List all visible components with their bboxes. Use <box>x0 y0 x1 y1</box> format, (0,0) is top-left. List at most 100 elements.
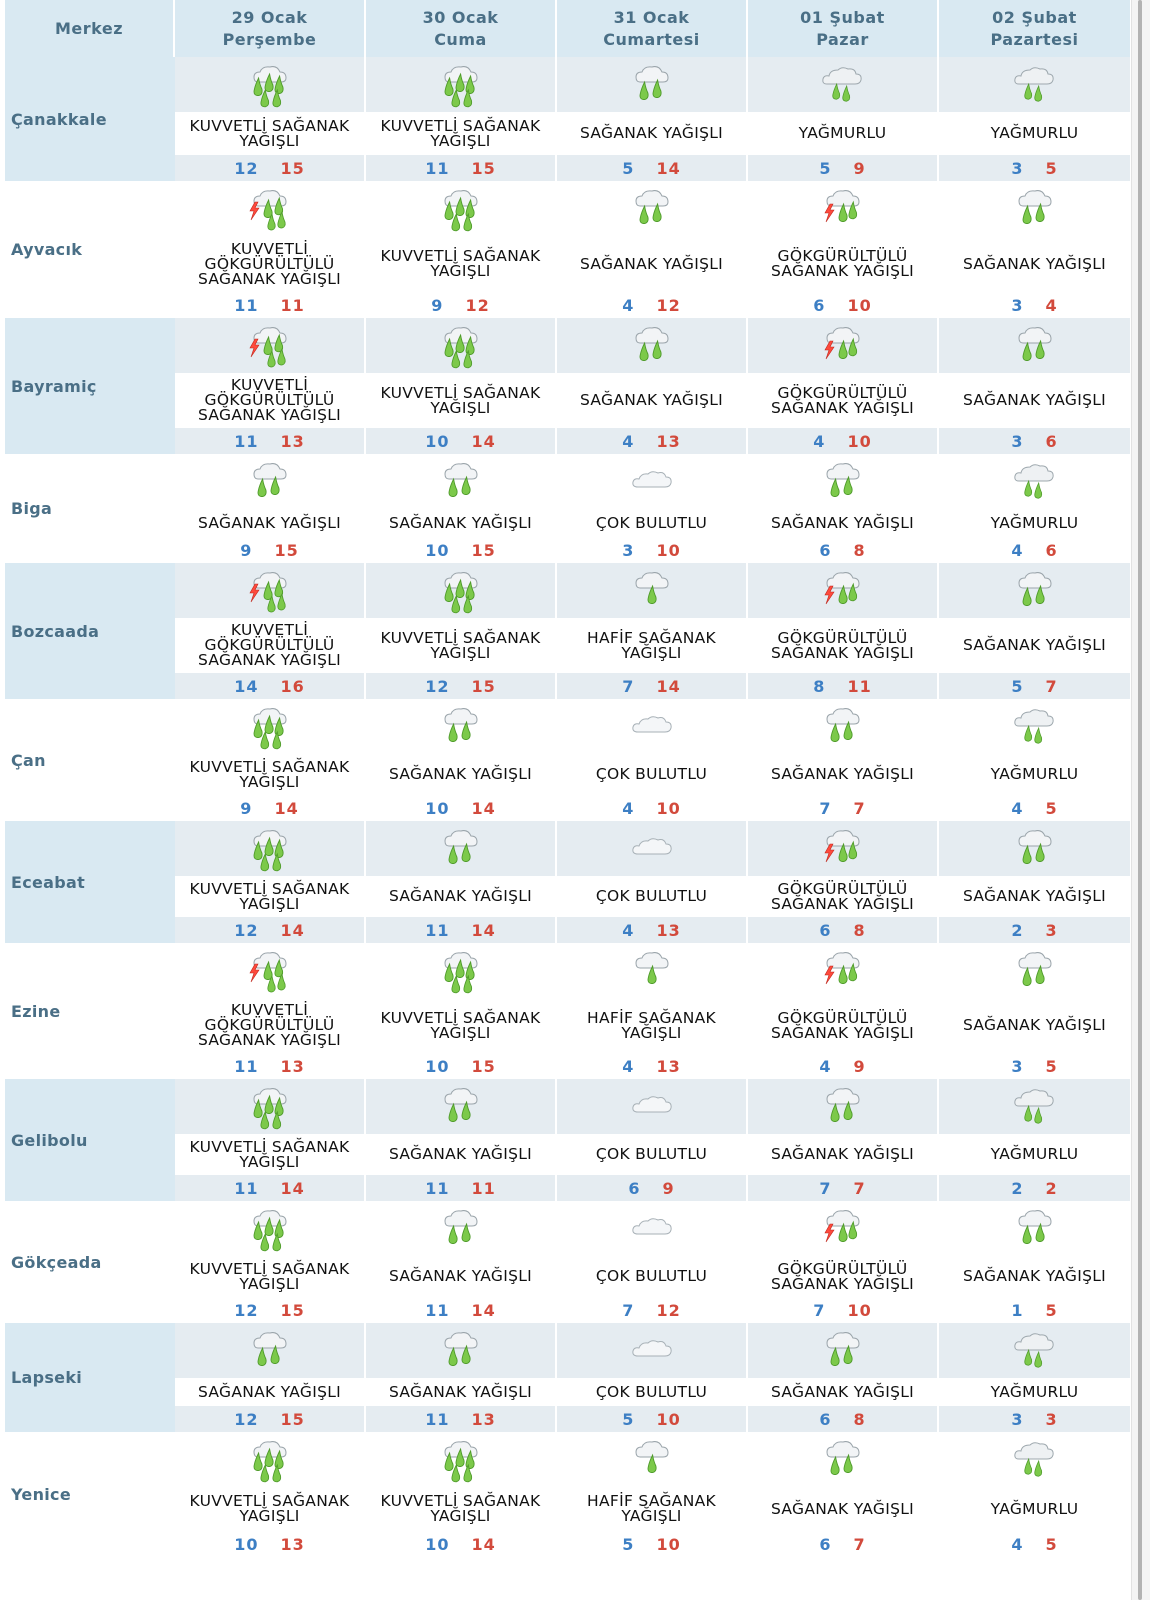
forecast-cell: SAĞANAK YAĞIŞLI 6 8 <box>748 454 939 563</box>
weather-description: ÇOK BULUTLU <box>595 1267 708 1285</box>
forecast-cell: SAĞANAK YAĞIŞLI 3 6 <box>939 318 1130 454</box>
city-name: Çan <box>11 750 46 770</box>
city-row: Bayramiç KUVVETLİ GÖKGÜRÜLTÜLÜ SAĞANAK YA… <box>5 318 1131 454</box>
city-name: Çanakkale <box>5 57 175 181</box>
weather-icon-area <box>175 1201 364 1256</box>
weather-icon-area <box>366 699 555 754</box>
weather-icon-area <box>748 57 937 112</box>
temperature-range: 12 15 <box>366 673 555 699</box>
city-name: Lapseki <box>5 1323 175 1432</box>
temperature-range: 11 14 <box>175 1175 364 1201</box>
max-temp: 14 <box>656 158 681 178</box>
heavy-shower-icon <box>244 1082 296 1132</box>
weather-icon-area <box>939 1201 1130 1256</box>
weather-icon-area <box>939 821 1130 876</box>
max-temp: 14 <box>471 1534 496 1554</box>
weather-icon-area <box>366 181 555 236</box>
max-temp: 7 <box>853 798 866 818</box>
scrollbar-thumb[interactable] <box>1138 0 1142 1600</box>
max-temp: 15 <box>280 158 305 178</box>
weather-description: SAĞANAK YAĞIŞLI <box>197 513 342 532</box>
forecast-cell: YAĞMURLU 4 5 <box>939 1432 1130 1557</box>
weather-description: SAĞANAK YAĞIŞLI <box>388 765 533 783</box>
merkez-label: Merkez <box>54 18 124 38</box>
max-temp: 7 <box>853 1534 866 1554</box>
weather-description: SAĞANAK YAĞIŞLI <box>962 1016 1107 1034</box>
weather-description: SAĞANAK YAĞIŞLI <box>962 636 1107 654</box>
weather-icon-area <box>557 1079 746 1134</box>
thunder-shower-icon <box>817 946 869 996</box>
weather-description: YAĞMURLU <box>990 1145 1079 1163</box>
weather-icon-area <box>939 318 1130 373</box>
light-shower-icon <box>626 566 678 616</box>
weather-icon-area <box>748 1201 937 1256</box>
temperature-range: 11 11 <box>366 1175 555 1201</box>
forecast-cell: KUVVETLİ GÖKGÜRÜLTÜLÜ SAĞANAK YAĞIŞLI 11 1… <box>175 181 366 318</box>
max-temp: 14 <box>471 431 496 451</box>
weather-icon-area <box>175 1323 364 1378</box>
temperature-range: 4 13 <box>557 1053 746 1079</box>
weather-icon-area <box>557 699 746 754</box>
weather-description: SAĞANAK YAĞIŞLI <box>388 1382 533 1401</box>
max-temp: 10 <box>847 431 872 451</box>
max-temp: 5 <box>1045 158 1058 178</box>
shower-icon <box>1009 1204 1061 1254</box>
forecast-cell: YAĞMURLU 4 5 <box>939 699 1130 821</box>
shower-icon <box>435 1082 487 1132</box>
min-temp: 4 <box>1011 1534 1024 1554</box>
thunder-shower-icon <box>817 184 869 234</box>
max-temp: 9 <box>853 1056 866 1076</box>
weather-icon-area <box>366 1323 555 1378</box>
max-temp: 3 <box>1045 1409 1058 1429</box>
weather-description: KUVVETLİ SAĞANAK YAĞIŞLI <box>189 1492 350 1525</box>
max-temp: 13 <box>656 431 681 451</box>
temperature-range: 12 15 <box>175 1406 364 1432</box>
forecast-cell: GÖKGÜRÜLTÜLÜ SAĞANAK YAĞIŞLI 7 10 <box>748 1201 939 1323</box>
weather-icon-area <box>175 1079 364 1134</box>
weather-icon-area <box>175 943 364 998</box>
temperature-range: 10 14 <box>366 428 555 454</box>
max-temp: 9 <box>853 158 866 178</box>
max-temp: 10 <box>656 798 681 818</box>
city-name: Bayramiç <box>5 318 175 454</box>
weather-icon-area <box>175 563 364 618</box>
weather-description: YAĞMURLU <box>990 1499 1079 1518</box>
min-temp: 5 <box>622 1534 635 1554</box>
temperature-range: 12 15 <box>175 155 364 181</box>
forecast-cell: YAĞMURLU 2 2 <box>939 1079 1130 1201</box>
weather-description: GÖKGÜRÜLTÜLÜ SAĞANAK YAĞIŞLI <box>770 628 915 662</box>
weather-icon-area <box>175 181 364 236</box>
min-temp: 3 <box>1011 158 1024 178</box>
forecast-cell: ÇOK BULUTLU 7 12 <box>557 1201 748 1323</box>
day-weekday: Cumartesi <box>603 29 700 49</box>
temperature-range: 12 14 <box>175 917 364 943</box>
forecast-cell: SAĞANAK YAĞIŞLI 10 14 <box>366 699 557 821</box>
weather-icon-area <box>748 1432 937 1487</box>
min-temp: 5 <box>622 158 635 178</box>
max-temp: 8 <box>853 920 866 940</box>
min-temp: 11 <box>425 158 450 178</box>
shower-icon <box>626 321 678 371</box>
day-weekday: Pazartesi <box>990 29 1079 49</box>
weather-icon-area <box>366 943 555 998</box>
forecast-cell: SAĞANAK YAĞIŞLI 6 8 <box>748 1323 939 1432</box>
forecast-cell: KUVVETLİ SAĞANAK YAĞIŞLI 9 14 <box>175 699 366 821</box>
weather-icon-area <box>939 1323 1130 1378</box>
temperature-range: 11 11 <box>175 292 364 318</box>
max-temp: 10 <box>847 295 872 315</box>
min-temp: 7 <box>819 1178 832 1198</box>
forecast-cell: YAĞMURLU 5 9 <box>748 57 939 181</box>
min-temp: 4 <box>1011 540 1024 560</box>
forecast-cell: KUVVETLİ SAĞANAK YAĞIŞLI 11 15 <box>366 57 557 181</box>
weather-description: HAFİF SAĞANAK YAĞIŞLI <box>587 1008 716 1042</box>
weather-description: SAĞANAK YAĞIŞLI <box>388 513 533 532</box>
temperature-range: 11 14 <box>366 917 555 943</box>
vertical-scrollbar[interactable] <box>1131 0 1150 1600</box>
